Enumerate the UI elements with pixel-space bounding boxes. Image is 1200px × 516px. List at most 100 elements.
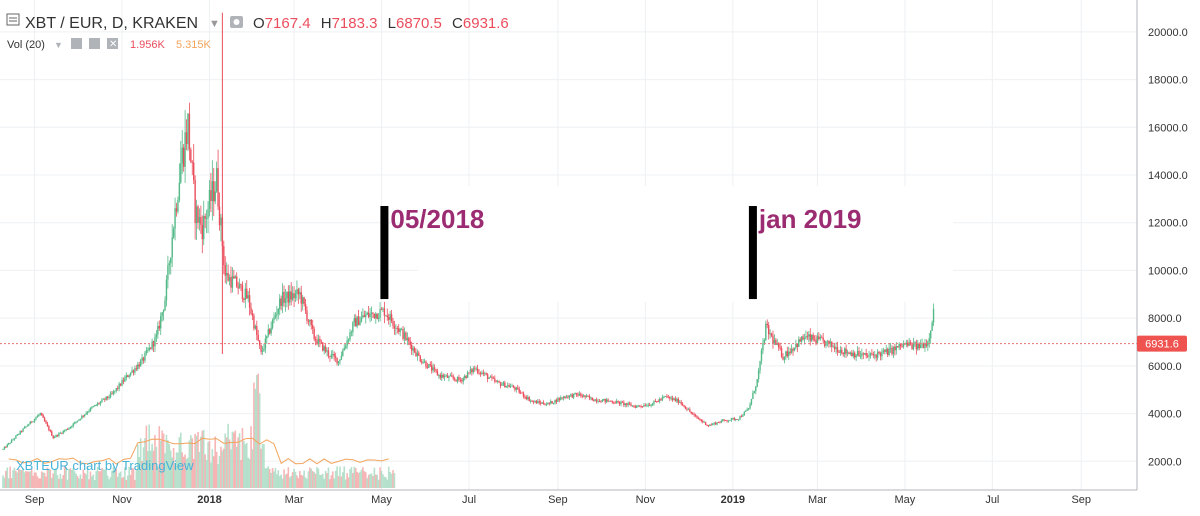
hide-icon[interactable] <box>71 38 82 49</box>
volume-bar <box>314 473 317 488</box>
volume-bar <box>149 450 152 488</box>
candle-body <box>436 371 439 376</box>
candle-body <box>184 132 186 167</box>
candle-body <box>892 346 895 355</box>
candle-body <box>710 424 713 426</box>
candle-body <box>416 352 419 357</box>
candle-body <box>32 421 34 423</box>
candle-body <box>33 419 36 422</box>
candle-body <box>816 336 819 344</box>
candle-body <box>788 351 790 357</box>
candle-body <box>544 404 546 406</box>
candle-body <box>23 427 26 429</box>
candle-body <box>312 325 314 329</box>
volume-bar <box>16 472 19 488</box>
candle-body <box>789 351 791 353</box>
candle-body <box>726 420 728 422</box>
candle-body <box>620 401 622 405</box>
candle-body <box>634 406 637 408</box>
volume-bar <box>190 435 192 488</box>
candle-body <box>203 216 205 240</box>
candle-body <box>463 375 466 379</box>
volume-bar <box>62 475 65 488</box>
candle-body <box>498 381 500 383</box>
volume-bar <box>101 467 103 488</box>
tradingview-watermark[interactable]: XBTEUR chart by TradingView <box>16 458 194 473</box>
candle-body <box>13 438 16 440</box>
volume-bar <box>386 479 389 488</box>
volume-bar <box>159 440 162 488</box>
candle-body <box>899 343 902 346</box>
candle-body <box>621 401 624 403</box>
volume-bar <box>227 423 229 488</box>
candle-body <box>9 442 11 444</box>
volume-bar <box>3 477 6 488</box>
candle-body <box>271 320 274 328</box>
volume-indicator-label[interactable]: Vol (20) <box>7 39 45 51</box>
volume-bar <box>167 440 169 488</box>
candle-body <box>707 425 710 426</box>
candle-body <box>669 397 671 399</box>
volume-bar <box>128 466 130 488</box>
volume-bar <box>392 470 394 488</box>
volume-bar <box>181 452 184 488</box>
volume-bar <box>317 468 320 488</box>
candle-body <box>299 292 301 295</box>
volume-bar <box>205 459 208 488</box>
candle-body <box>306 310 308 321</box>
candle-body <box>803 338 806 340</box>
symbol-title[interactable]: XBT / EUR, D, KRAKEN <box>25 15 198 32</box>
candle-body <box>343 348 345 351</box>
volume-bar <box>23 472 26 488</box>
candle-body <box>395 327 397 329</box>
candle-body <box>666 396 668 397</box>
candle-body <box>137 364 139 370</box>
volume-bar <box>2 475 4 488</box>
volume-bar <box>248 458 251 488</box>
time-axis[interactable] <box>0 490 1137 516</box>
candle-body <box>320 341 323 343</box>
format-icon[interactable] <box>89 38 100 49</box>
volume-bar <box>125 479 128 488</box>
candle-body <box>332 354 334 355</box>
volume-bar <box>17 469 20 488</box>
candle-body <box>366 312 368 315</box>
volume-bar <box>231 431 234 488</box>
volume-bar <box>138 457 141 488</box>
volume-bar <box>141 460 143 488</box>
candle-body <box>535 401 538 404</box>
candle-body <box>846 352 849 354</box>
candle-body <box>181 147 183 164</box>
volume-bar <box>158 426 161 488</box>
volume-dropdown-icon[interactable]: ▼ <box>54 40 63 50</box>
candle-body <box>8 443 10 445</box>
candle-body <box>426 366 429 368</box>
candle-body <box>914 342 916 344</box>
symbol-dropdown-icon[interactable]: ▼ <box>209 18 220 30</box>
remove-icon[interactable] <box>107 38 118 49</box>
candle-body <box>277 309 279 314</box>
volume-bar <box>121 477 123 488</box>
volume-bar <box>374 474 377 488</box>
candle-body <box>799 339 801 342</box>
volume-bar <box>327 467 330 488</box>
volume-bar <box>356 471 358 488</box>
time-tick-label: Sep <box>25 494 45 506</box>
candle-body <box>72 423 74 427</box>
candle-body <box>59 432 62 434</box>
candle-body <box>855 355 857 358</box>
volume-bar <box>238 433 241 488</box>
candle-body <box>841 349 843 353</box>
volume-bar <box>184 454 186 488</box>
candle-body <box>539 402 542 404</box>
candle-body <box>866 355 869 357</box>
candle-body <box>131 370 133 373</box>
collapse-icon[interactable] <box>6 13 20 26</box>
candle-body <box>888 348 890 355</box>
volume-bar <box>109 477 112 488</box>
candle-body <box>71 426 73 428</box>
candle-body <box>111 393 113 395</box>
candle-body <box>323 346 325 351</box>
candle-body <box>310 319 312 326</box>
price-axis[interactable] <box>1137 0 1200 490</box>
